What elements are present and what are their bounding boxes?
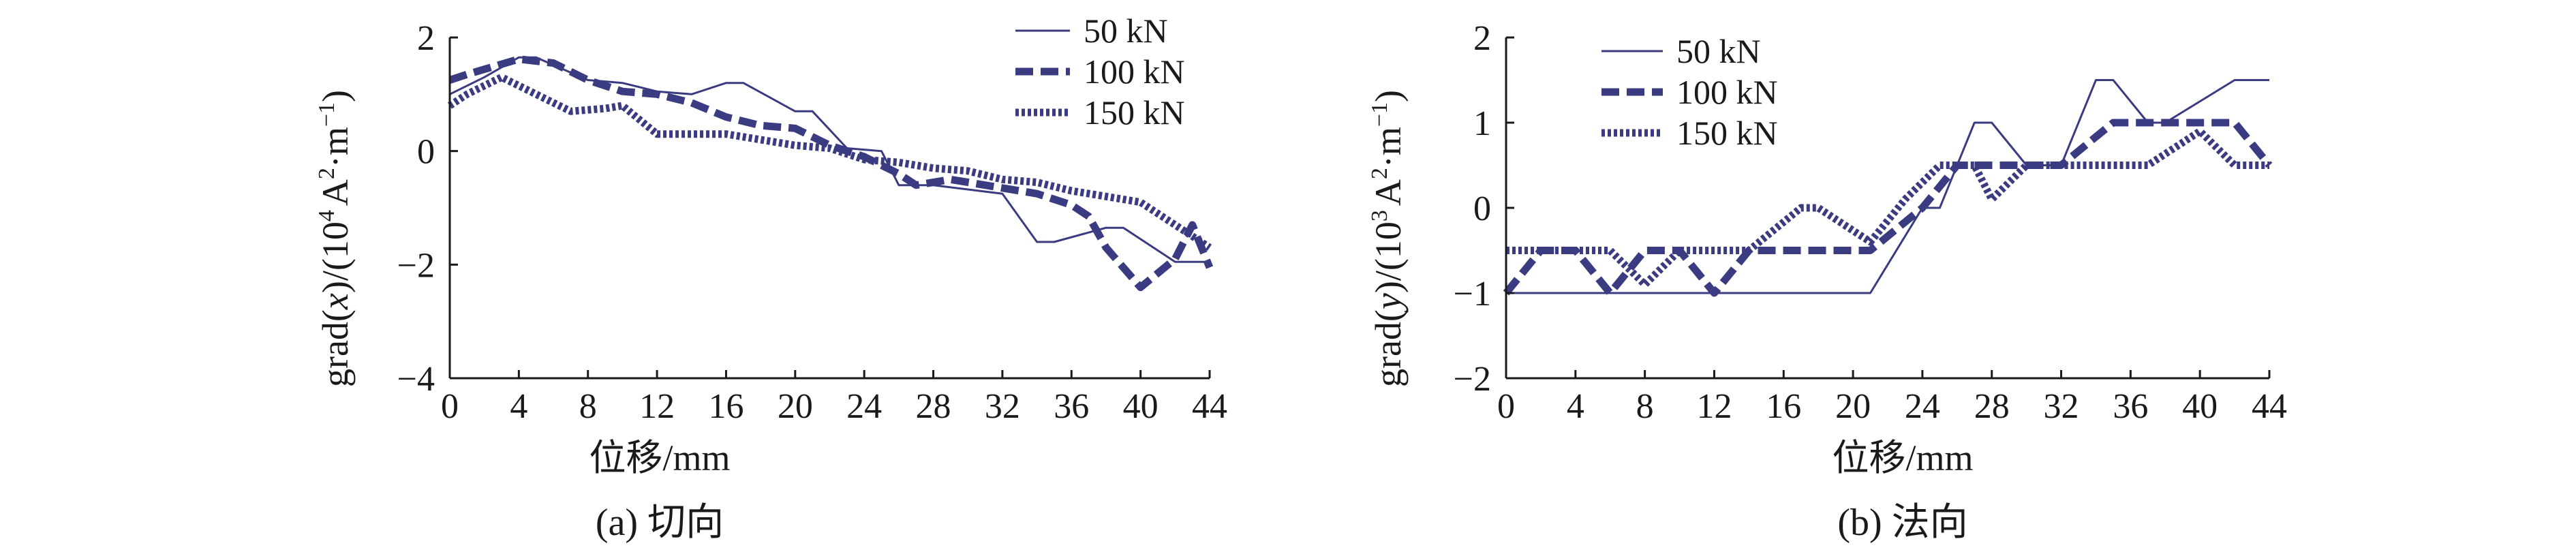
panel-a-caption: (a) 切向 <box>596 502 724 544</box>
panel-a-x-tick-label: 0 <box>441 387 459 426</box>
panel-b-x-tick-label: 36 <box>2113 387 2148 426</box>
panel-b-y-tick-label: −1 <box>1454 275 1491 313</box>
panel-b-y-axis-label: grad(y)/(103A2·m−1) <box>1367 90 1409 387</box>
panel-a-x-tick-label: 12 <box>639 387 675 426</box>
panel-a-y-tick-label: −4 <box>397 360 435 399</box>
panel-b-x-tick-label: 44 <box>2252 387 2287 426</box>
panel-b-x-tick-label: 40 <box>2182 387 2218 426</box>
panel-a-x-tick-label: 40 <box>1123 387 1159 426</box>
panel-a-plot-area <box>447 55 1214 292</box>
panel-b-legend-label: 50 kN <box>1676 32 1761 70</box>
panel-a-x-tick-label: 8 <box>579 387 597 426</box>
panel-a-legend-label: 50 kN <box>1084 12 1168 50</box>
panel-a-x-tick-label: 44 <box>1192 387 1227 426</box>
panel-a-axes: 0 4 8 12 16 20 24 28 32 36 40 44 −4 −2 0 2 <box>397 19 1227 426</box>
panel-b-x-tick-label: 4 <box>1567 387 1584 426</box>
panel-a-x-tick-label: 24 <box>846 387 882 426</box>
panel-b-x-tick-label: 8 <box>1636 387 1654 426</box>
panel-b-x-axis-label: 位移/mm <box>1832 438 1973 478</box>
panel-b-x-tick-label: 12 <box>1696 387 1732 426</box>
panel-b-x-tick-label: 0 <box>1497 387 1515 426</box>
panel-b-legend-label: 100 kN <box>1676 73 1778 111</box>
panel-a-y-tick-label: 0 <box>417 133 435 172</box>
panel-a-legend-label: 100 kN <box>1084 52 1185 91</box>
panel-a-x-tick-label: 32 <box>985 387 1020 426</box>
panel-b-series-line-150-kn <box>1506 127 2269 288</box>
panel-a-y-axis-label: grad(x)/(104A2·m−1) <box>314 90 356 387</box>
panel-b-x-tick-label: 16 <box>1766 387 1801 426</box>
panel-b-x-tick-label: 28 <box>1974 387 2010 426</box>
panel-b-y-tick-label: 2 <box>1473 19 1491 58</box>
panel-b-x-tick-label: 20 <box>1835 387 1871 426</box>
panel-a-y-tick-label: 2 <box>417 19 435 58</box>
panel-a-x-tick-label: 36 <box>1054 387 1089 426</box>
panel-a-x-axis-label: 位移/mm <box>589 438 730 478</box>
panel-b-y-tick-label: 0 <box>1473 189 1491 228</box>
panel-b-x-tick-label: 32 <box>2044 387 2079 426</box>
panel-a-x-tick-label: 16 <box>708 387 743 426</box>
panel-a-y-tick-label: −2 <box>397 246 435 285</box>
panel-a-series-line-150-kn <box>447 73 1212 251</box>
panel-b-y-tick-label: 1 <box>1473 104 1491 143</box>
panel-a-x-tick-label: 20 <box>778 387 813 426</box>
panel-b-x-tick-label: 24 <box>1905 387 1940 426</box>
panel-b-plot-area <box>1503 79 2273 297</box>
panel-b-y-tick-label: −2 <box>1454 360 1491 399</box>
panel-a-x-tick-label: 28 <box>916 387 951 426</box>
panel-b-legend-label: 150 kN <box>1676 114 1778 152</box>
panel-a-legend-label: 150 kN <box>1084 93 1185 132</box>
panel-b-series-line-100-kn <box>1503 119 2273 297</box>
panel-a-x-tick-label: 4 <box>510 387 527 426</box>
panel-b-caption: (b) 法向 <box>1837 502 1967 544</box>
